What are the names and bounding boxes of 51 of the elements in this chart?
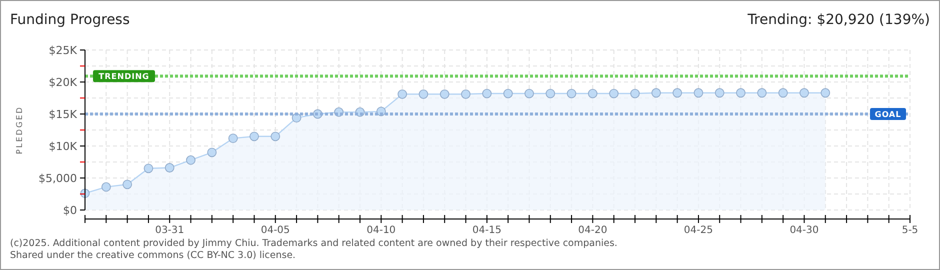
point: [566, 88, 576, 98]
chart-subtitle: Trending: $20,920 (139%): [746, 12, 930, 28]
x-tick-label: 5-5: [902, 225, 918, 236]
point: [144, 164, 154, 174]
x-tick-label: 03-31: [155, 225, 184, 236]
point: [524, 88, 534, 98]
point: [778, 88, 788, 98]
point: [503, 88, 513, 98]
x-tick-label: 04-15: [472, 225, 502, 236]
point: [757, 88, 767, 98]
point: [186, 155, 196, 165]
x-tick-label: 04-25: [684, 225, 713, 236]
point: [418, 89, 428, 99]
x-tick-label: 04-30: [790, 225, 819, 236]
point: [122, 180, 132, 190]
point: [101, 182, 111, 192]
point: [736, 88, 746, 98]
x-tick-label: 04-05: [260, 225, 290, 236]
point: [482, 88, 492, 98]
y-tick-label: $10K: [48, 140, 78, 153]
point: [800, 88, 809, 98]
point: [461, 89, 470, 99]
point: [672, 88, 682, 98]
text: Shared under the creative commons (CC BY-NC 3.0) license.: [10, 250, 296, 261]
y-tick-label: $15K: [48, 108, 78, 121]
point: [398, 89, 408, 99]
point: [207, 148, 217, 158]
point: [714, 88, 724, 98]
point: [546, 88, 556, 98]
y-tick-label: $5,000: [38, 172, 77, 185]
ref-line-label: TRENDING: [98, 72, 150, 82]
y-axis-title: PLEDGED: [15, 106, 24, 154]
text: (c)2025. Additional content provided by Jimmy Chiu. Trademarks and related content are owned by their respective companies.: [10, 238, 618, 249]
x-tick-label: 04-10: [366, 225, 396, 236]
point: [820, 88, 830, 98]
point: [609, 88, 619, 98]
point: [440, 89, 450, 99]
chart-title: Funding Progress: [10, 12, 130, 28]
x-tick-label: 04-20: [578, 225, 608, 236]
point: [694, 88, 704, 98]
y-tick-label: $0: [63, 204, 77, 217]
point: [164, 163, 174, 172]
point: [250, 132, 259, 142]
y-tick-label: $25K: [48, 44, 78, 57]
point: [228, 134, 238, 144]
point: [651, 88, 661, 98]
point: [588, 88, 598, 98]
ref-line-label: GOAL: [874, 110, 902, 119]
y-tick-label: $20K: [48, 76, 78, 89]
point: [270, 132, 280, 142]
point: [630, 88, 640, 98]
